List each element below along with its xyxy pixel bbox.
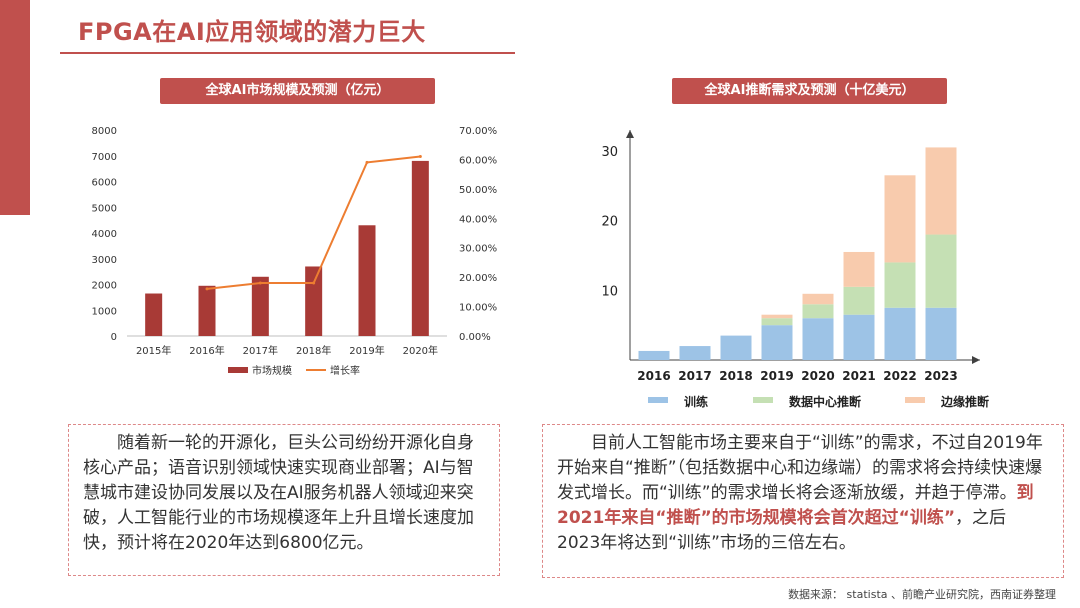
point-growth-rate [205, 287, 209, 291]
bar-edge-inference [802, 293, 834, 305]
x-tick-label: 2018 [719, 369, 752, 383]
x-tick-label: 2019 [760, 369, 793, 383]
x-tick-label: 2023 [924, 369, 957, 383]
bar-training [925, 307, 957, 360]
y-tick-label: 10 [601, 284, 618, 299]
left-description: 随着新一轮的开源化，巨头公司纷纷开源化自身核心产品；语音识别领域快速实现商业部署… [68, 424, 500, 576]
bar-datacenter-inference [802, 304, 834, 319]
y-tick-label: 5000 [92, 203, 117, 214]
right-text-part2: ，之后2023年将达到“训练”市场的三倍左右。 [557, 508, 1007, 553]
bar-datacenter-inference [884, 262, 916, 308]
bar-training [720, 335, 752, 360]
bar-edge-inference [761, 314, 793, 319]
right-text-part1: 目前人工智能市场主要来自于“训练”的需求，不过自2019年开始来自“推断”（包括… [557, 433, 1043, 503]
bar-training [802, 318, 834, 360]
y-tick-label: 6000 [92, 178, 117, 189]
bar-training [679, 346, 711, 360]
right-description: 目前人工智能市场主要来自于“训练”的需求，不过自2019年开始来自“推断”（包括… [542, 424, 1064, 578]
legend-datacenter-inference-swatch [753, 397, 773, 403]
y-axis-arrow [626, 130, 634, 138]
bar-market-size [358, 225, 376, 336]
legend-training-swatch [648, 397, 668, 403]
bar-datacenter-inference [761, 318, 793, 326]
bar-market-size [251, 276, 269, 336]
y-tick-label: 8000 [92, 126, 117, 137]
market-size-chart: 0 1000 2000 3000 4000 5000 6000 7000 8000 0.00% 10… [92, 126, 498, 377]
bar-edge-inference [843, 251, 875, 287]
title-divider [60, 52, 515, 54]
legend-training-label: 训练 [684, 394, 708, 409]
point-growth-rate [365, 160, 369, 164]
y-tick-label: 4000 [92, 229, 117, 240]
legend-label-growth-rate: 增长率 [330, 364, 360, 377]
x-tick-label: 2018年 [296, 344, 331, 357]
right-text-highlight: 到2021年来自“推断”的市场规模将会首次超过“训练” [557, 483, 1034, 528]
inference-demand-chart: 10 20 30 2016 2017 2018 2019 2020 2021 2022 2023 训… [601, 130, 989, 409]
y-tick-label: 2000 [92, 281, 117, 292]
legend-edge-inference-swatch [905, 397, 925, 403]
x-tick-label: 2016年 [189, 344, 224, 357]
point-growth-rate [312, 281, 316, 285]
bar-datacenter-inference [925, 234, 957, 308]
x-tick-label: 2015年 [136, 344, 171, 357]
x-tick-label: 2020 [801, 369, 834, 383]
y-tick-label: 0 [111, 332, 117, 343]
bar-market-size [198, 285, 216, 336]
data-source: 数据来源： statista 、前瞻产业研究院，西南证券整理 [788, 588, 1056, 601]
bar-training [843, 314, 875, 360]
y2-tick-label: 30.00% [459, 244, 497, 255]
x-tick-label: 2020年 [403, 344, 438, 357]
bar-edge-inference [884, 175, 916, 263]
point-growth-rate [418, 154, 422, 158]
x-tick-label: 2022 [883, 369, 916, 383]
bar-market-size [145, 293, 163, 336]
left-description-text: 随着新一轮的开源化，巨头公司纷纷开源化自身核心产品；语音识别领域快速实现商业部署… [83, 433, 474, 553]
page-title: FPGA在AI应用领域的潜力巨大 [78, 18, 426, 46]
y-tick-label: 20 [601, 215, 618, 230]
x-axis-arrow [972, 356, 980, 364]
y2-tick-label: 10.00% [459, 303, 497, 314]
y2-tick-label: 20.00% [459, 273, 497, 284]
bar-training [884, 307, 916, 360]
y-tick-label: 30 [601, 145, 618, 160]
y2-tick-label: 50.00% [459, 185, 497, 196]
y-tick-label: 7000 [92, 152, 117, 163]
y2-tick-label: 40.00% [459, 214, 497, 225]
chart1-label: 全球AI市场规模及预测（亿元） [160, 78, 435, 104]
bar-market-size [411, 160, 429, 336]
y2-tick-label: 70.00% [459, 126, 497, 137]
chart2-label: 全球AI推断需求及预测（十亿美元） [672, 78, 947, 104]
x-tick-label: 2017年 [243, 344, 278, 357]
bar-datacenter-inference [843, 286, 875, 315]
legend-label-market-size: 市场规模 [252, 364, 292, 377]
point-growth-rate [258, 281, 262, 285]
y2-tick-label: 60.00% [459, 155, 497, 166]
legend-edge-inference-label: 边缘推断 [940, 394, 989, 409]
x-tick-label: 2016 [637, 369, 670, 383]
legend-datacenter-inference-label: 数据中心推断 [789, 394, 861, 409]
y-tick-label: 1000 [92, 306, 117, 317]
x-tick-label: 2017 [678, 369, 711, 383]
bar-training [761, 325, 793, 360]
y-tick-label: 3000 [92, 255, 117, 266]
bar-edge-inference [925, 147, 957, 235]
bar-market-size [305, 266, 323, 336]
bar-training [638, 350, 670, 360]
legend-swatch-market-size [228, 367, 248, 373]
y2-tick-label: 0.00% [459, 332, 491, 343]
x-tick-label: 2019年 [349, 344, 384, 357]
x-tick-label: 2021 [842, 369, 875, 383]
accent-block [0, 0, 30, 215]
